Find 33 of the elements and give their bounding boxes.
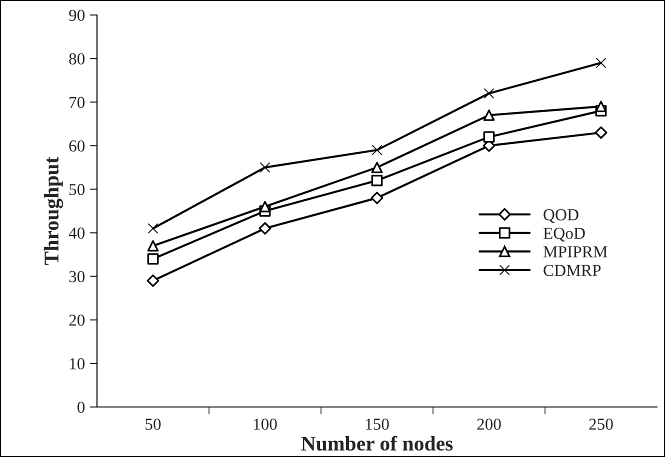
- point: [595, 100, 607, 112]
- point: [258, 222, 272, 235]
- y-tick-label: 60: [69, 140, 85, 152]
- point: [147, 240, 159, 252]
- point: [146, 274, 160, 287]
- x-tick-label: 100: [254, 418, 277, 430]
- legend-label: MPIPRM: [543, 246, 608, 258]
- legend-label: CDMRP: [544, 264, 601, 276]
- y-tick-label: 40: [68, 227, 85, 239]
- y-tick-label: 70: [70, 96, 85, 108]
- x-tick-label: 250: [589, 418, 613, 430]
- point: [483, 109, 495, 121]
- y-tick-label: 90: [69, 10, 85, 21]
- legend-label: EQoD: [543, 228, 585, 242]
- legend-label: QOD: [544, 209, 578, 223]
- x-tick-label: 200: [477, 418, 501, 430]
- point: [594, 126, 608, 139]
- point: [259, 200, 271, 212]
- y-tick-label: 0: [77, 402, 85, 413]
- x-tick-label: 150: [366, 418, 389, 430]
- y-tick-label: 80: [69, 53, 85, 64]
- y-tick-label: 50: [69, 184, 85, 196]
- y-tick-label: 10: [70, 358, 85, 370]
- point: [371, 174, 383, 186]
- y-tick-label: 30: [69, 271, 85, 282]
- point: [483, 131, 495, 143]
- y-tick-label: 20: [69, 314, 85, 326]
- point: [147, 253, 159, 265]
- x-axis-title: Number of nodes: [301, 436, 453, 451]
- x-tick-label: 50: [146, 418, 161, 430]
- y-axis-title: Throughput: [44, 156, 63, 265]
- point: [371, 162, 383, 174]
- point: [370, 192, 384, 204]
